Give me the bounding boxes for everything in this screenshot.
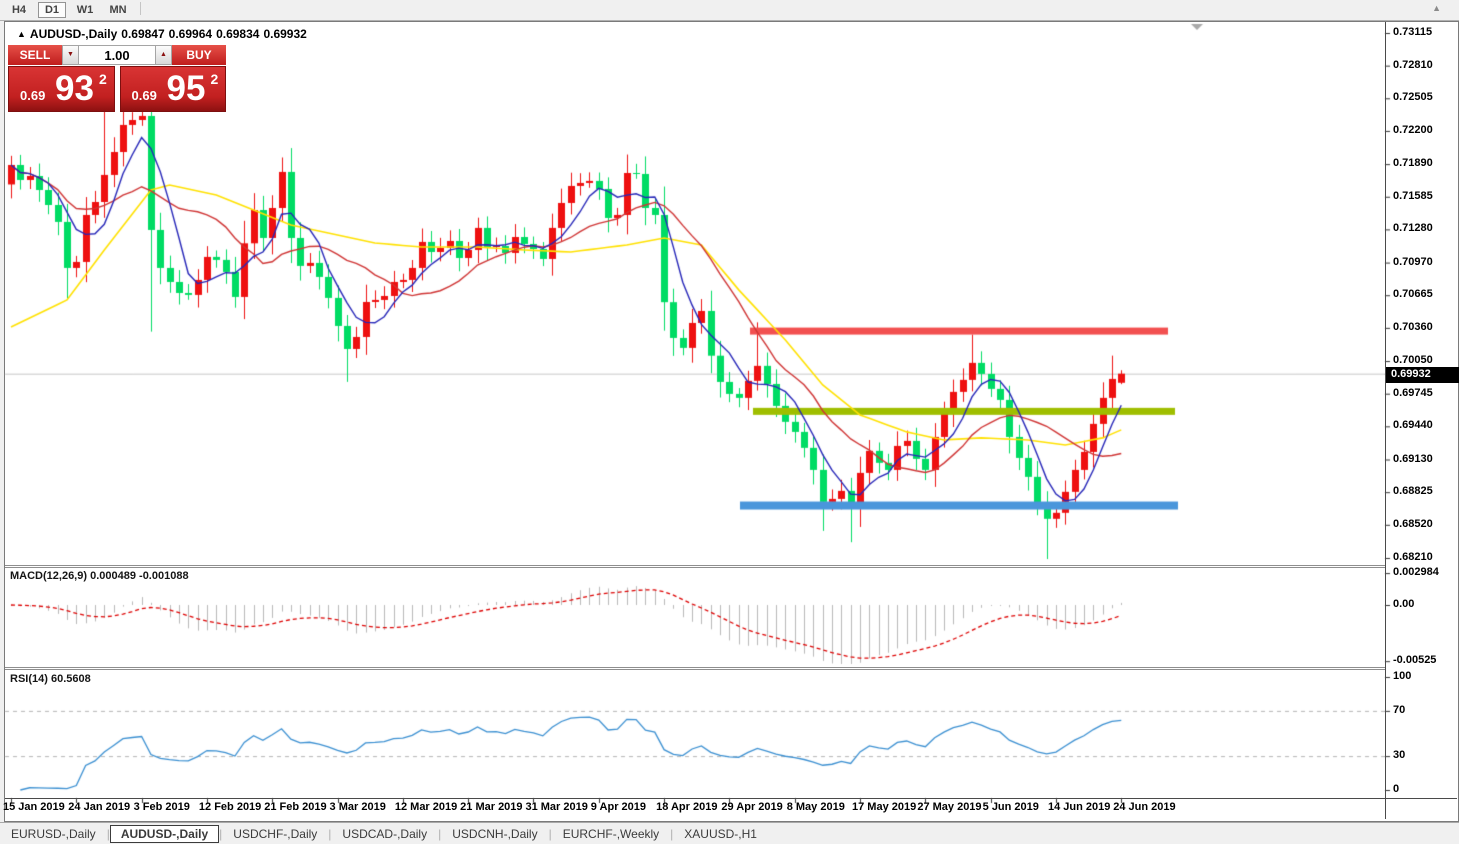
- trade-prices-row: 0.69 93 2 0.69 95 2: [8, 66, 226, 112]
- chart-tab-usdchf[interactable]: USDCHF-,Daily: [233, 826, 318, 841]
- tab-separator: |: [438, 826, 442, 841]
- timeframe-h4-button[interactable]: H4: [11, 4, 27, 16]
- chart-tab-usdcnh[interactable]: USDCNH-,Daily: [452, 826, 538, 841]
- timeframe-buttons: H4 D1 W1 MN: [0, 0, 149, 18]
- tab-separator: |: [219, 826, 223, 841]
- timeframe-toolbar: H4 D1 W1 MN ▲: [0, 0, 1459, 21]
- volume-input[interactable]: [79, 45, 155, 65]
- chart-tab-xauusd[interactable]: XAUUSD-,H1: [684, 826, 757, 841]
- chart-tab-audusd[interactable]: AUDUSD-,Daily: [109, 824, 220, 843]
- chart-tab-eurchf[interactable]: EURCHF-,Weekly: [562, 826, 660, 841]
- tab-separator: |: [328, 826, 332, 841]
- timeframe-d1-button[interactable]: D1: [38, 2, 66, 18]
- chart-tab-eurusd[interactable]: EURUSD-,Daily: [11, 826, 96, 841]
- sell-button[interactable]: SELL: [8, 45, 62, 65]
- toolbar-separator: [140, 2, 141, 16]
- chart-tab-usdcad[interactable]: USDCAD-,Daily: [342, 826, 428, 841]
- symbol-tab-bar: EURUSD-,Daily | AUDUSD-,Daily | USDCHF-,Dail…: [0, 822, 1459, 844]
- buy-price-box[interactable]: 0.69 95 2: [119, 66, 226, 112]
- tab-separator: |: [670, 826, 674, 841]
- volume-increase-button[interactable]: ▲: [155, 45, 172, 65]
- sell-price-box[interactable]: 0.69 93 2: [8, 66, 115, 112]
- buy-price-sup: 2: [210, 71, 219, 87]
- sell-price-prefix: 0.69: [20, 88, 46, 103]
- buy-button[interactable]: BUY: [172, 45, 226, 65]
- volume-decrease-button[interactable]: ▼: [62, 45, 79, 65]
- sell-price-sup: 2: [99, 71, 107, 87]
- buy-price-big: 95: [166, 69, 206, 108]
- buy-price-prefix: 0.69: [131, 88, 157, 103]
- timeframe-w1-button[interactable]: W1: [76, 4, 94, 16]
- tab-separator: |: [106, 826, 110, 841]
- sell-price-big: 93: [55, 69, 94, 108]
- one-click-trading-panel: SELL ▼ ▲ BUY 0.69 93 2 0.69 95 2: [8, 45, 226, 112]
- timeframe-mn-button[interactable]: MN: [109, 4, 127, 16]
- toolbar-expand-icon[interactable]: ▲: [1432, 3, 1441, 13]
- tab-separator: |: [548, 826, 552, 841]
- trade-controls-row: SELL ▼ ▲ BUY: [8, 45, 226, 65]
